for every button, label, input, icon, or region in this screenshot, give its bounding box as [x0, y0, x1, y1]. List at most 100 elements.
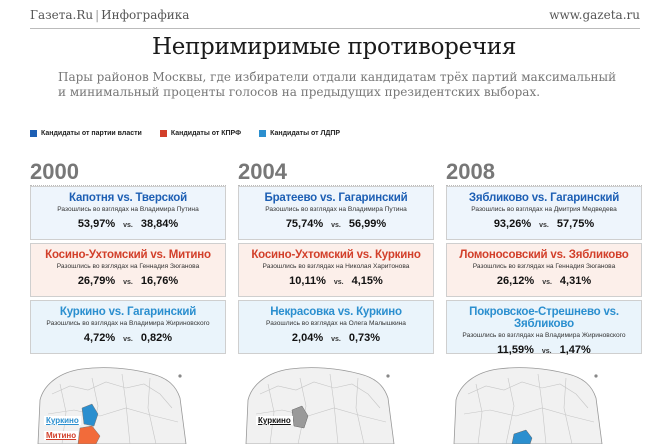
brand: Газета.Ru | Инфографика	[30, 8, 189, 22]
share-max: 2,04%	[291, 332, 324, 344]
card-2004-kprf[interactable]: Косино-Ухтомский vs. Куркино Разошлись в…	[238, 243, 434, 297]
card-2004-power[interactable]: Братеево vs. Гагаринский Разошлись во вз…	[238, 186, 434, 240]
district-pair: Косино-Ухтомский vs. Куркино	[251, 249, 421, 261]
legend-label: Кандидаты от партии власти	[41, 129, 142, 137]
district-pokrovskoe-streshnevo	[511, 429, 533, 444]
card-description: Разошлись во взглядах на Владимира Жирин…	[46, 320, 210, 327]
moscow-map-2004	[245, 367, 395, 444]
card-2008-power[interactable]: Зябликово vs. Гагаринский Разошлись во в…	[446, 186, 642, 240]
vs-label: vs.	[123, 279, 133, 286]
card-2000-ldpr[interactable]: Куркино vs. Гагаринский Разошлись во взг…	[30, 300, 226, 354]
vote-shares: 53,97% vs. 38,84%	[31, 218, 225, 230]
card-description: Разошлись во взглядах на Владимира Путин…	[265, 206, 407, 213]
vote-shares: 75,74% vs. 56,99%	[239, 218, 433, 230]
column-2004: 2004	[238, 160, 434, 186]
share-min: 16,76%	[140, 275, 179, 287]
card-description: Разошлись во взглядах на Дмитрия Медведе…	[471, 206, 617, 213]
year-heading: 2008	[446, 160, 642, 186]
page-title: Непримиримые противоречия	[151, 34, 517, 60]
map-2004: Куркино	[238, 364, 434, 444]
map-outline	[453, 367, 603, 444]
vs-label: vs.	[123, 336, 133, 343]
map-marker	[386, 374, 390, 378]
district-borders	[255, 373, 387, 444]
vote-shares: 93,26% vs. 57,75%	[447, 218, 641, 230]
vote-shares: 11,59% vs. 1,47%	[447, 344, 641, 356]
column-2008: 2008	[446, 160, 642, 186]
card-description: Разошлись во взглядах на Владимира Путин…	[57, 206, 199, 213]
share-min: 0,82%	[140, 332, 173, 344]
vote-shares: 2,04% vs. 0,73%	[239, 332, 433, 344]
site-url[interactable]: www.gazeta.ru	[549, 8, 640, 22]
share-max: 26,12%	[496, 275, 535, 287]
legend-label: Кандидаты от КПРФ	[170, 129, 242, 137]
vs-label: vs.	[333, 279, 344, 286]
legend-item-power: Кандидаты от партии власти	[30, 129, 142, 137]
year-heading: 2004	[238, 160, 434, 186]
share-max: 75,74%	[285, 218, 324, 230]
page-subtitle: Пары районов Москвы, где избиратели отда…	[58, 70, 618, 100]
share-max: 26,79%	[77, 275, 116, 287]
map-marker	[594, 374, 598, 378]
map-2008	[446, 364, 642, 444]
share-max: 53,97%	[77, 218, 116, 230]
vs-label: vs.	[541, 348, 552, 355]
header-divider	[30, 28, 640, 29]
legend-label: Кандидаты от ЛДПР	[270, 129, 341, 137]
share-max: 10,11%	[289, 275, 326, 287]
map-label-kurkino: Куркино	[44, 416, 81, 425]
share-max: 11,59%	[497, 344, 534, 356]
district-pair: Братеево vs. Гагаринский	[264, 192, 408, 204]
vs-label: vs.	[123, 222, 133, 229]
map-label-kurkino: Куркино	[256, 416, 293, 425]
brand-separator: |	[95, 8, 100, 22]
map-2000: Куркино Митино	[30, 364, 226, 444]
subtitle-line: Пары районов Москвы, где избиратели отда…	[58, 70, 617, 84]
vote-shares: 26,12% vs. 4,31%	[447, 275, 641, 287]
share-min: 56,99%	[348, 218, 387, 230]
card-2008-ldpr[interactable]: Покровское-Стрешнево vs. Зябликово Разош…	[446, 300, 642, 356]
vs-label: vs.	[539, 222, 549, 229]
legend-swatch-kprf	[159, 129, 167, 137]
district-kurkino	[81, 403, 99, 427]
district-borders	[47, 373, 179, 444]
top-bar: Газета.Ru | Инфографика www.gazeta.ru	[0, 0, 668, 30]
share-min: 0,73%	[348, 332, 381, 344]
card-2004-ldpr[interactable]: Некрасовка vs. Куркино Разошлись во взгл…	[238, 300, 434, 354]
share-min: 1,47%	[559, 344, 591, 356]
vs-label: vs.	[331, 222, 341, 229]
share-min: 4,15%	[351, 275, 383, 287]
district-pair: Покровское-Стрешнево vs. Зябликово	[469, 306, 619, 330]
subtitle-line: и минимальный проценты голосов на предыд…	[58, 85, 541, 99]
vs-label: vs.	[331, 336, 341, 343]
card-description: Разошлись во взглядах на Владимира Жирин…	[462, 332, 626, 339]
brand-name[interactable]: Газета.Ru	[30, 8, 94, 22]
legend-swatch-power	[30, 129, 37, 137]
district-pair: Ломоносовский vs. Зябликово	[459, 249, 629, 261]
map-outline	[245, 367, 395, 444]
share-max: 4,72%	[83, 332, 116, 344]
vote-shares: 10,11% vs. 4,15%	[239, 275, 433, 287]
share-max: 93,26%	[493, 218, 532, 230]
card-description: Разошлись во взглядах на Николая Харитон…	[262, 263, 410, 270]
district-pair: Косино-Ухтомский vs. Митино	[45, 249, 211, 261]
card-2000-power[interactable]: Капотня vs. Тверской Разошлись во взгляд…	[30, 186, 226, 240]
section-name[interactable]: Инфографика	[101, 8, 190, 22]
share-min: 57,75%	[556, 218, 595, 230]
card-2000-kprf[interactable]: Косино-Ухтомский vs. Митино Разошлись во…	[30, 243, 226, 297]
card-description: Разошлись во взглядах на Геннадия Зюгано…	[472, 263, 616, 270]
district-pair: Капотня vs. Тверской	[69, 192, 187, 204]
district-mitino	[77, 425, 101, 444]
card-description: Разошлись во взглядах на Геннадия Зюгано…	[56, 263, 200, 270]
legend-item-kprf: Кандидаты от КПРФ	[159, 129, 242, 137]
map-marker	[178, 374, 182, 378]
card-2008-kprf[interactable]: Ломоносовский vs. Зябликово Разошлись во…	[446, 243, 642, 297]
vote-shares: 26,79% vs. 16,76%	[31, 275, 225, 287]
legend-swatch-ldpr	[259, 129, 267, 137]
district-pair: Куркино vs. Гагаринский	[59, 306, 197, 318]
vs-label: vs.	[542, 279, 552, 286]
card-description: Разошлись во взглядах на Олега Малышкина	[266, 320, 406, 327]
share-min: 38,84%	[140, 218, 179, 230]
moscow-map-2008	[453, 367, 603, 444]
district-borders	[463, 373, 595, 444]
